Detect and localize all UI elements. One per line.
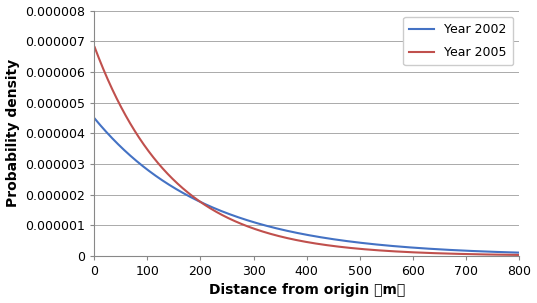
Year 2005 bbox=[504, 253, 510, 257]
Line: Year 2005: Year 2005 bbox=[95, 47, 519, 255]
Year 2002 bbox=[91, 117, 98, 120]
Y-axis label: Probability density: Probability density bbox=[5, 59, 19, 207]
Year 2002 bbox=[287, 230, 293, 233]
Year 2005 bbox=[504, 253, 510, 257]
Year 2002 bbox=[504, 251, 510, 254]
Year 2005 bbox=[426, 251, 432, 255]
Year 2005 bbox=[91, 45, 98, 49]
Line: Year 2002: Year 2002 bbox=[95, 118, 519, 253]
Year 2002 bbox=[298, 232, 304, 235]
Year 2002 bbox=[113, 141, 120, 144]
X-axis label: Distance from origin 【m】: Distance from origin 【m】 bbox=[209, 283, 405, 298]
Year 2005 bbox=[516, 253, 523, 257]
Year 2002 bbox=[516, 251, 523, 255]
Legend: Year 2002, Year 2005: Year 2002, Year 2005 bbox=[403, 17, 513, 65]
Year 2005 bbox=[298, 239, 304, 243]
Year 2005 bbox=[287, 237, 293, 241]
Year 2002 bbox=[504, 251, 510, 254]
Year 2005 bbox=[113, 96, 120, 100]
Year 2002 bbox=[426, 247, 432, 251]
